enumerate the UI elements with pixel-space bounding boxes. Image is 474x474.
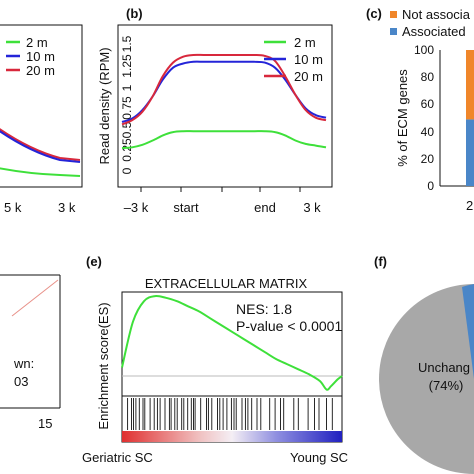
panel-c-ytick-20: 20 — [421, 152, 435, 166]
panel-a-frame — [0, 24, 83, 188]
panel-b-ytick-15: 1.5 — [120, 35, 134, 52]
panel-c-xtick: 2 — [466, 198, 473, 213]
panel-e-es-line — [121, 294, 343, 391]
panel-e-ylabel: Enrichment score(ES) — [96, 302, 111, 429]
panel-e-hit-ticks — [127, 398, 333, 430]
panel-a-tick-3k: 3 k — [58, 200, 76, 215]
panel-b-ylabel: Read density (RPM) — [97, 47, 112, 164]
panel-a-line-10m — [0, 130, 81, 163]
panel-b-ytick-075: 0.75 — [120, 96, 134, 120]
panel-b-yticks: 0 0.25 0.5 0.75 1 1.25 1.5 — [120, 35, 134, 174]
panel-f-slice-pct: (74%) — [429, 378, 464, 393]
panel-e: (e) EXTRACELLULAR MATRIX Enrichment scor… — [82, 254, 348, 465]
panel-f-slice-label: Unchang — [418, 360, 470, 375]
panel-b-legend-10m: 10 m — [294, 52, 323, 67]
panel-b-legend-20m: 20 m — [294, 69, 323, 84]
panel-b-legend-2m: 2 m — [294, 35, 316, 50]
panel-a-line-20m — [0, 128, 81, 161]
panel-f: (f) Unchang (74%) — [374, 254, 474, 474]
panel-c-bar-associated — [466, 119, 474, 186]
panel-c-ytick-0: 0 — [427, 179, 434, 193]
pie-slice-blue — [462, 284, 474, 379]
panel-e-nes: NES: 1.8 — [236, 301, 292, 317]
panel-c-bars — [466, 50, 474, 186]
panel-b-ytick-1: 1 — [120, 84, 134, 91]
panel-b-label: (b) — [126, 6, 143, 21]
panel-c-ytick-100: 100 — [414, 43, 434, 57]
panel-b-frame — [117, 24, 333, 188]
panel-b: (b) Read density (RPM) 0 0.25 0.5 0.75 1… — [97, 6, 333, 215]
panel-b-lines — [121, 53, 327, 150]
panel-d-tick-15: 15 — [38, 416, 52, 431]
panel-e-pvalue: P-value < 0.0001 — [236, 318, 342, 334]
panel-a-legend-10m: 10 m — [26, 49, 55, 64]
panel-c-legend-swatch-assoc — [390, 28, 397, 35]
panel-c-legend-swatch-not — [390, 11, 397, 18]
panel-b-series-line-2m — [121, 130, 327, 150]
panel-d: wn: 03 15 — [0, 274, 61, 431]
panel-b-ytick-05: 0.5 — [120, 121, 134, 138]
panel-a-legend-2m: 2 m — [26, 35, 48, 50]
panel-c-legend-not: Not associa — [402, 7, 471, 22]
panel-c-ylabel: % of ECM genes — [395, 69, 410, 167]
panel-d-diagonal — [11, 279, 59, 317]
panel-b-xtick-end: end — [254, 200, 276, 215]
panel-c-legend-assoc: Associated — [402, 24, 466, 39]
panel-c-label: (c) — [366, 6, 382, 21]
panel-b-ytick-025: 0.25 — [120, 138, 134, 162]
panel-b-series-line-20m — [121, 53, 327, 126]
panel-c-ytick-80: 80 — [421, 70, 435, 84]
panel-e-title: EXTRACELLULAR MATRIX — [145, 276, 308, 291]
panel-b-xtick-m3k: –3 k — [124, 200, 149, 215]
panel-c: (c) Not associa Associated % of ECM gene… — [366, 6, 474, 213]
panel-b-ytick-125: 1.25 — [120, 54, 134, 78]
panel-f-label: (f) — [374, 254, 387, 269]
panel-a-tick-5k: 5 k — [4, 200, 22, 215]
panel-a-legend-20m: 20 m — [26, 63, 55, 78]
panel-d-text-1: wn: — [13, 356, 34, 371]
panel-c-bar-not-associa — [466, 50, 474, 120]
panel-e-label: (e) — [86, 254, 102, 269]
panel-e-frame — [121, 291, 343, 443]
panel-b-xtick-start: start — [173, 200, 199, 215]
panel-e-left-label: Geriatric SC — [82, 450, 153, 465]
panel-a-line-2m — [0, 167, 81, 177]
panel-c-ytick-40: 40 — [421, 125, 435, 139]
panel-e-es-curve — [121, 294, 343, 391]
panel-e-right-label: Young SC — [290, 450, 348, 465]
panel-d-text-2: 03 — [14, 374, 28, 389]
pie-slice-unchanged — [379, 284, 474, 474]
panel-c-ytick-60: 60 — [421, 97, 435, 111]
panel-e-rank-gradient — [122, 431, 342, 442]
panel-a: 2 m 10 m 20 m 5 k 3 k — [0, 24, 83, 215]
panel-b-ytick-0: 0 — [120, 167, 134, 174]
panel-b-xtick-3k: 3 k — [303, 200, 321, 215]
